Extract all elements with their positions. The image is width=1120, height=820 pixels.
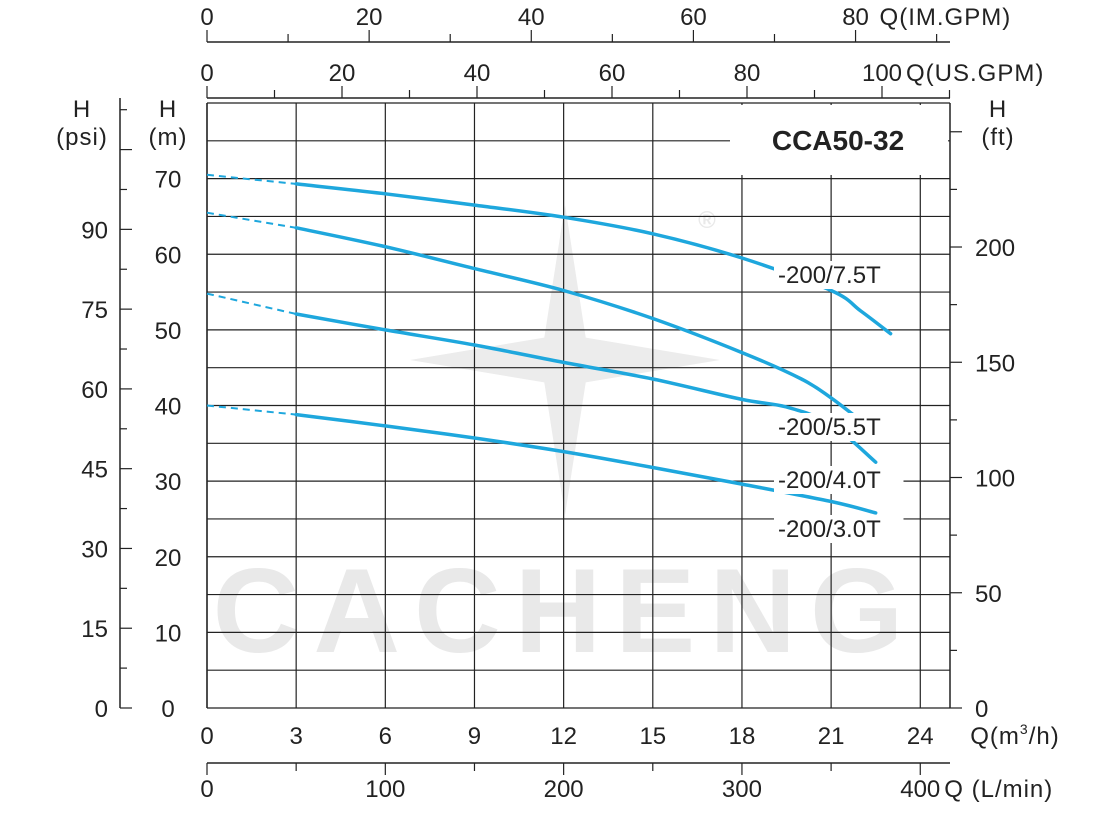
y-tick-label: 70 — [155, 167, 182, 194]
psi-tick-label: 45 — [81, 457, 108, 484]
psi-tick-label: 90 — [81, 217, 108, 244]
chart-axes: 0 3 6 9 12 15 18 21 24 Q(m3/h)0 100 200 300 400 Q (L/m… — [56, 4, 1059, 803]
ft-tick-label: 0 — [975, 696, 988, 723]
usgpm-axis-label: Q(US.GPM) — [906, 60, 1044, 87]
series-label-background — [774, 261, 904, 289]
psi-tick-label: 75 — [81, 297, 108, 324]
series-curve-dashed — [206, 404, 297, 416]
series-curve-dashed — [206, 211, 297, 229]
imgpm-axis-tick-label: 0 — [200, 4, 213, 31]
lmin-axis-label: Q (L/min) — [944, 776, 1053, 803]
lmin-axis-tick-label: 400 — [900, 776, 940, 803]
ft-axis-unit: (ft) — [981, 124, 1014, 151]
x-tick-label: 6 — [379, 723, 392, 750]
series-label-background — [774, 466, 904, 494]
ft-axis-label: H — [989, 96, 1007, 123]
y-tick-label: 0 — [161, 696, 174, 723]
y-axis-unit: (m) — [149, 124, 188, 151]
series-label: -200/7.5T — [778, 262, 881, 289]
imgpm-axis-tick-label: 80 — [842, 4, 869, 31]
x-tick-label: 18 — [729, 723, 756, 750]
x-tick-label: 12 — [550, 723, 577, 750]
series-curve — [294, 412, 878, 515]
y-tick-label: 30 — [155, 469, 182, 496]
ft-tick-label: 100 — [975, 466, 1015, 493]
psi-tick-label: 15 — [81, 616, 108, 643]
x-tick-label: 24 — [907, 723, 934, 750]
y-tick-label: 60 — [155, 242, 182, 269]
ft-tick-label: 200 — [975, 235, 1015, 262]
watermark: CACHENG ® — [213, 205, 918, 678]
series-curve-dashed — [206, 292, 297, 315]
lmin-axis-tick-label: 100 — [365, 776, 405, 803]
x-tick-label: 21 — [818, 723, 845, 750]
y-tick-label: 50 — [155, 318, 182, 345]
watermark-logo-petal — [540, 355, 590, 515]
ft-tick-label: 50 — [975, 581, 1002, 608]
series-label-background — [774, 515, 904, 543]
series-label: -200/5.5T — [778, 414, 881, 441]
y-tick-label: 40 — [155, 394, 182, 421]
usgpm-axis-tick-label: 0 — [200, 60, 213, 87]
x-tick-label: 3 — [289, 723, 302, 750]
watermark-logo-petal — [540, 205, 590, 365]
usgpm-axis-tick-label: 20 — [329, 60, 356, 87]
x-tick-label: 15 — [639, 723, 666, 750]
series-label: -200/4.0T — [778, 467, 881, 494]
usgpm-axis-tick-label: 80 — [734, 60, 761, 87]
imgpm-axis-label: Q(IM.GPM) — [880, 4, 1012, 31]
imgpm-axis-tick-label: 40 — [518, 4, 545, 31]
x-tick-label: 0 — [200, 723, 213, 750]
lmin-axis-tick-label: 200 — [544, 776, 584, 803]
lmin-axis-tick-label: 0 — [200, 776, 213, 803]
watermark-logo-petal — [410, 335, 560, 385]
psi-tick-label: 0 — [95, 696, 108, 723]
watermark-text: CACHENG — [213, 544, 918, 678]
usgpm-axis-tick-label: 60 — [599, 60, 626, 87]
registered-mark: ® — [698, 207, 716, 234]
psi-axis-unit: (psi) — [56, 124, 108, 151]
imgpm-axis-tick-label: 60 — [680, 4, 707, 31]
psi-tick-label: 60 — [81, 377, 108, 404]
psi-axis-label: H — [73, 96, 91, 123]
model-label: CCA50-32 — [772, 125, 904, 156]
series-curve — [294, 182, 893, 336]
series-curve-dashed — [206, 173, 297, 185]
imgpm-axis-tick-label: 20 — [356, 4, 383, 31]
x-axis-label: Q(m3/h) — [970, 721, 1059, 750]
usgpm-axis-tick-label: 40 — [464, 60, 491, 87]
watermark-logo-petal — [570, 335, 720, 385]
model-label-background — [730, 105, 948, 175]
x-tick-label: 9 — [468, 723, 481, 750]
y-tick-label: 20 — [155, 545, 182, 572]
performance-curves — [206, 173, 893, 515]
series-label-background — [774, 413, 904, 441]
series-label: -200/3.0T — [778, 516, 881, 543]
usgpm-axis-tick-label: 100 — [862, 60, 902, 87]
watermark-logo-icon — [410, 205, 720, 515]
lmin-axis-tick-label: 300 — [722, 776, 762, 803]
psi-tick-label: 30 — [81, 536, 108, 563]
y-tick-label: 10 — [155, 620, 182, 647]
series-curve — [294, 226, 863, 423]
y-axis-label: H — [159, 96, 177, 123]
ft-tick-label: 150 — [975, 350, 1015, 377]
chart-labels: CCA50-32 -200/7.5T -200/5.5T -200/4.0T -200/… — [730, 105, 948, 543]
